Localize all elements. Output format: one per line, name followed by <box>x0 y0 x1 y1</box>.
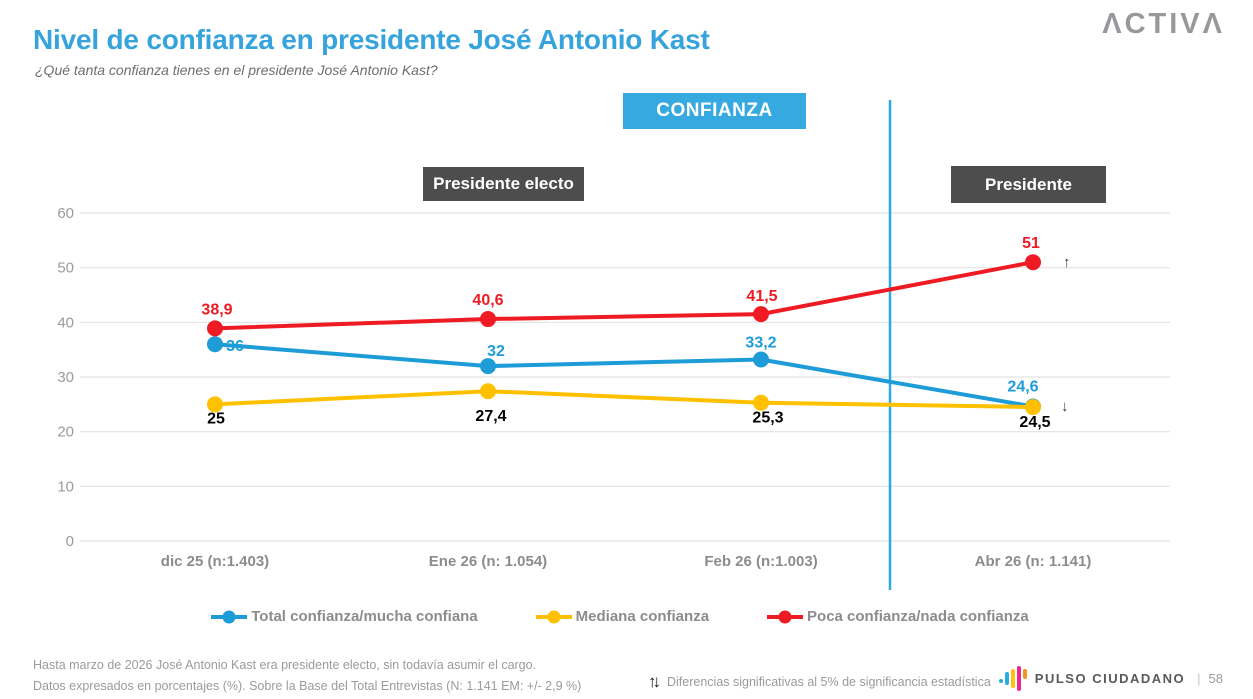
legend-label-total-confianza: Total confianza/mucha confiana <box>251 608 478 625</box>
svg-text:10: 10 <box>57 478 74 495</box>
svg-text:20: 20 <box>57 424 74 441</box>
confianza-badge: CONFIANZA <box>623 93 806 129</box>
svg-text:32: 32 <box>487 343 505 360</box>
svg-text:60: 60 <box>57 205 74 222</box>
pulso-ciudadano-brand: PULSO CIUDADANO | 58 <box>998 665 1223 691</box>
svg-text:24,5: 24,5 <box>1019 414 1050 431</box>
page-subtitle: ¿Qué tanta confianza tienes en el presid… <box>35 62 438 78</box>
svg-text:0: 0 <box>66 533 74 550</box>
footnote: Hasta marzo de 2026 José Antonio Kast er… <box>33 655 581 696</box>
svg-text:36: 36 <box>226 338 244 355</box>
svg-text:Ene 26 (n: 1.054): Ene 26 (n: 1.054) <box>429 553 547 570</box>
svg-text:33,2: 33,2 <box>745 335 776 352</box>
legend-label-poca-confianza: Poca confianza/nada confianza <box>807 608 1029 625</box>
page-number: 58 <box>1208 670 1223 686</box>
presidente-badge: Presidente <box>951 166 1106 203</box>
svg-text:40,6: 40,6 <box>472 292 503 309</box>
legend-marker-yellow-icon <box>535 614 572 619</box>
svg-text:24,6: 24,6 <box>1007 379 1038 396</box>
svg-text:25,3: 25,3 <box>752 410 783 427</box>
page-title: Nivel de confianza en presidente José An… <box>33 24 710 55</box>
svg-text:38,9: 38,9 <box>201 301 232 318</box>
chart-legend: Total confianza/mucha confiana Mediana c… <box>120 608 1120 625</box>
svg-text:50: 50 <box>57 260 74 277</box>
svg-text:25: 25 <box>207 410 225 427</box>
svg-text:dic 25 (n:1.403): dic 25 (n:1.403) <box>161 553 269 570</box>
significance-note: ↑↓ Diferencias significativas al 5% de s… <box>648 672 991 692</box>
legend-label-mediana-confianza: Mediana confianza <box>575 608 710 625</box>
presidente-electo-badge: Presidente electo <box>423 167 584 201</box>
up-down-arrows-icon: ↑↓ <box>648 672 661 691</box>
pulso-bars-icon <box>998 665 1027 691</box>
svg-text:40: 40 <box>57 314 74 331</box>
svg-text:30: 30 <box>57 369 74 386</box>
significance-note-text: Diferencias significativas al 5% de sign… <box>667 675 991 689</box>
brand-name: PULSO CIUDADANO <box>1034 670 1186 686</box>
legend-marker-red-icon <box>767 614 804 619</box>
svg-text:Feb 26 (n:1.003): Feb 26 (n:1.003) <box>704 553 817 570</box>
svg-text:↓: ↓ <box>1061 398 1069 415</box>
svg-text:51: 51 <box>1022 235 1040 252</box>
activa-logo: ΛCTIVΛ <box>1102 8 1225 40</box>
svg-text:↑: ↑ <box>1063 254 1071 271</box>
footnote-line1: Hasta marzo de 2026 José Antonio Kast er… <box>33 658 537 672</box>
legend-marker-blue-icon <box>211 614 248 619</box>
legend-item-mediana-confianza: Mediana confianza <box>535 608 710 625</box>
svg-text:27,4: 27,4 <box>475 408 506 425</box>
legend-item-total-confianza: Total confianza/mucha confiana <box>211 608 478 625</box>
svg-text:Abr 26 (n: 1.141): Abr 26 (n: 1.141) <box>975 553 1092 570</box>
brand-divider: | <box>1197 670 1201 686</box>
svg-text:41,5: 41,5 <box>746 288 777 305</box>
legend-item-poca-confianza: Poca confianza/nada confianza <box>767 608 1029 625</box>
footnote-line2: Datos expresados en porcentajes (%). Sob… <box>33 678 582 693</box>
